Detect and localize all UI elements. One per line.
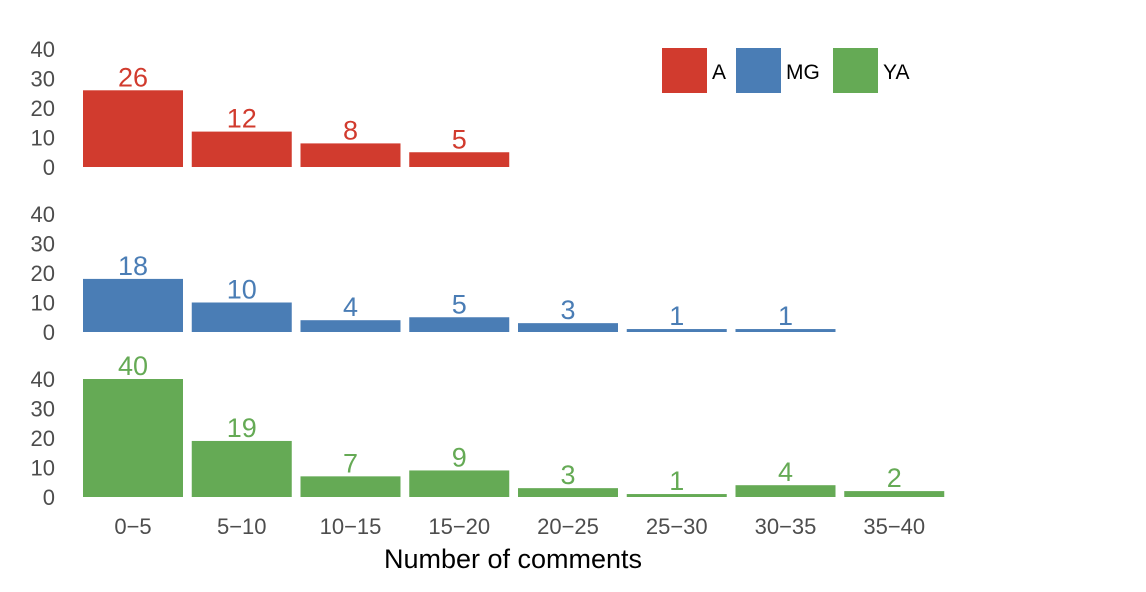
bar-mg	[735, 329, 836, 332]
x-tick-label: 10−15	[320, 514, 382, 539]
y-tick-label-ya: 0	[43, 485, 55, 510]
bar-mg	[626, 329, 727, 332]
data-label-ya: 4	[778, 457, 793, 487]
y-tick-label-mg: 10	[31, 291, 55, 316]
bar-mg	[83, 278, 183, 332]
data-label-mg: 4	[343, 292, 358, 322]
legend-label-mg: MG	[786, 61, 820, 84]
y-tick-label-a: 20	[31, 96, 55, 121]
y-tick-label-ya: 30	[31, 397, 55, 422]
y-tick-label-a: 30	[31, 67, 55, 92]
data-label-ya: 19	[227, 413, 257, 443]
bar-ya	[735, 485, 836, 497]
legend: A MG YA	[662, 48, 909, 93]
data-label-mg: 18	[118, 251, 148, 281]
y-tick-label-ya: 10	[31, 456, 55, 481]
bar-a	[191, 131, 292, 167]
data-label-ya: 2	[887, 463, 902, 493]
data-label-mg: 10	[227, 275, 257, 305]
legend-swatch-a	[662, 48, 707, 93]
y-tick-label-mg: 40	[31, 202, 55, 227]
bar-mg	[409, 317, 510, 332]
y-tick-label-a: 40	[31, 37, 55, 62]
data-label-ya: 3	[560, 460, 575, 490]
y-tick-label-ya: 40	[31, 367, 55, 392]
bar-a	[300, 143, 401, 167]
x-tick-label: 25−30	[646, 514, 708, 539]
bar-ya	[626, 494, 727, 497]
y-tick-label-mg: 30	[31, 232, 55, 257]
bar-mg	[191, 302, 292, 332]
data-label-a: 8	[343, 115, 358, 145]
x-tick-label: 30−35	[755, 514, 817, 539]
legend-swatch-ya	[833, 48, 878, 93]
data-label-mg: 3	[560, 295, 575, 325]
y-tick-label-mg: 20	[31, 261, 55, 286]
bar-a	[409, 152, 510, 167]
bar-mg	[300, 320, 401, 332]
bar-ya	[844, 491, 945, 497]
legend-label-ya: YA	[883, 61, 909, 84]
legend-swatch-mg	[736, 48, 781, 93]
x-tick-label: 5−10	[217, 514, 267, 539]
data-label-ya: 9	[452, 442, 467, 472]
bar-a	[83, 90, 183, 167]
data-label-ya: 40	[118, 351, 148, 381]
data-label-a: 26	[118, 62, 148, 92]
data-label-mg: 1	[778, 301, 793, 331]
bar-ya	[300, 476, 401, 497]
y-tick-label-a: 10	[31, 126, 55, 151]
x-tick-label: 0−5	[114, 514, 151, 539]
data-label-ya: 7	[343, 448, 358, 478]
bar-ya	[191, 440, 292, 497]
x-axis: 0−5 5−10 10−15 15−20 20−25 25−30 30−35 35−40	[114, 514, 925, 539]
panel-ya: 0 10 20 30 40 40 19 7 9 3 1 4 2	[31, 351, 945, 510]
bar-ya	[409, 470, 510, 497]
x-tick-label: 20−25	[537, 514, 599, 539]
bar-mg	[518, 323, 618, 332]
x-axis-title: Number of comments	[384, 544, 642, 574]
data-label-mg: 1	[669, 301, 684, 331]
y-tick-label-a: 0	[43, 155, 55, 180]
panel-mg: 0 10 20 30 40 18 10 4 5 3 1 1	[31, 202, 836, 345]
data-label-a: 12	[227, 104, 257, 134]
x-tick-label: 35−40	[863, 514, 925, 539]
y-tick-label-ya: 20	[31, 426, 55, 451]
legend-label-a: A	[712, 61, 726, 84]
panel-a: 0 10 20 30 40 26 12 8 5	[31, 37, 510, 180]
y-tick-label-mg: 0	[43, 320, 55, 345]
x-tick-label: 15−20	[428, 514, 490, 539]
bar-ya	[518, 488, 618, 497]
data-label-mg: 5	[452, 289, 467, 319]
data-label-a: 5	[452, 124, 467, 154]
data-label-ya: 1	[669, 466, 684, 496]
bar-ya	[83, 379, 183, 497]
